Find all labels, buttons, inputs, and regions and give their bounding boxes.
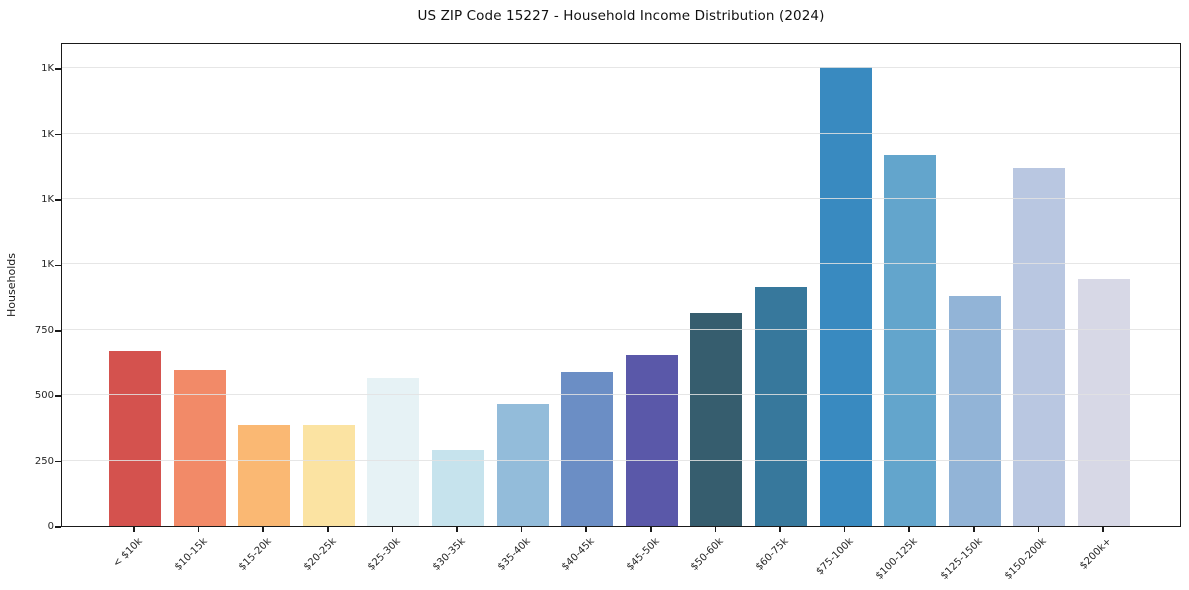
y-tick-label: 250 (34, 455, 54, 467)
y-tick-mark (55, 395, 61, 397)
bar-$150-200k (1013, 167, 1066, 526)
gridline-y-1500 (62, 132, 1180, 134)
x-tick-mark (650, 527, 652, 532)
x-tick-mark (585, 527, 587, 532)
x-tick-mark (262, 527, 264, 532)
x-tick-mark (327, 527, 329, 532)
y-tick-mark (55, 330, 61, 332)
x-tick-mark (714, 527, 717, 532)
gridline-y-1750 (62, 67, 1180, 69)
y-tick-mark (55, 133, 61, 136)
x-tick-mark (520, 527, 523, 532)
gridline-y-500 (62, 394, 1180, 396)
x-tick-mark (1102, 527, 1104, 532)
x-tick-label: < $10k (111, 536, 145, 570)
bar-$15-20k (238, 425, 291, 526)
chart-title: US ZIP Code 15227 - Household Income Dis… (417, 8, 825, 24)
x-tick-mark (391, 527, 394, 532)
y-tick-mark (55, 526, 61, 528)
x-tick-mark (843, 527, 846, 532)
gridline-y-1000 (62, 263, 1180, 265)
y-tick-mark (55, 199, 61, 201)
x-tick-mark (973, 527, 975, 532)
y-tick-label: 0 (47, 521, 54, 532)
bar-$40-45k (561, 371, 614, 526)
gridline-y-750 (62, 328, 1180, 330)
y-tick-label: 1K (41, 63, 54, 75)
gridline-y-1250 (62, 198, 1180, 199)
x-tick-mark (456, 527, 458, 532)
y-tick-mark (55, 264, 61, 267)
bar-$10-15k (173, 370, 226, 526)
y-tick-label: 750 (34, 324, 54, 336)
bar-$200k+ (1078, 278, 1130, 526)
plot-area (61, 43, 1181, 527)
bar-$125-150k (948, 295, 1001, 526)
y-tick-mark (55, 460, 61, 463)
y-tick-label: 1K (41, 259, 54, 271)
x-tick-mark (133, 527, 135, 532)
bar-$20-25k (302, 425, 355, 526)
x-tick-mark (779, 527, 781, 532)
bar-$45-50k (625, 354, 678, 526)
y-tick-label: 1K (41, 193, 54, 205)
gridline-y-250 (62, 459, 1180, 461)
bar-$25-30k (367, 378, 420, 526)
y-tick-label: 1K (41, 128, 54, 140)
bar-$30-35k (432, 450, 484, 526)
bar-$75-100k (819, 66, 872, 526)
y-tick-label: 500 (34, 390, 54, 402)
bar-$100-125k (884, 154, 937, 526)
y-tick-mark (55, 68, 61, 70)
x-tick-mark (197, 527, 200, 532)
bar-$35-40k (496, 404, 549, 526)
x-tick-mark (1037, 527, 1040, 532)
bar-< $10k (109, 350, 161, 526)
bar-$50-60k (690, 312, 743, 526)
x-tick-mark (908, 527, 910, 532)
bar-$60-75k (755, 286, 807, 526)
